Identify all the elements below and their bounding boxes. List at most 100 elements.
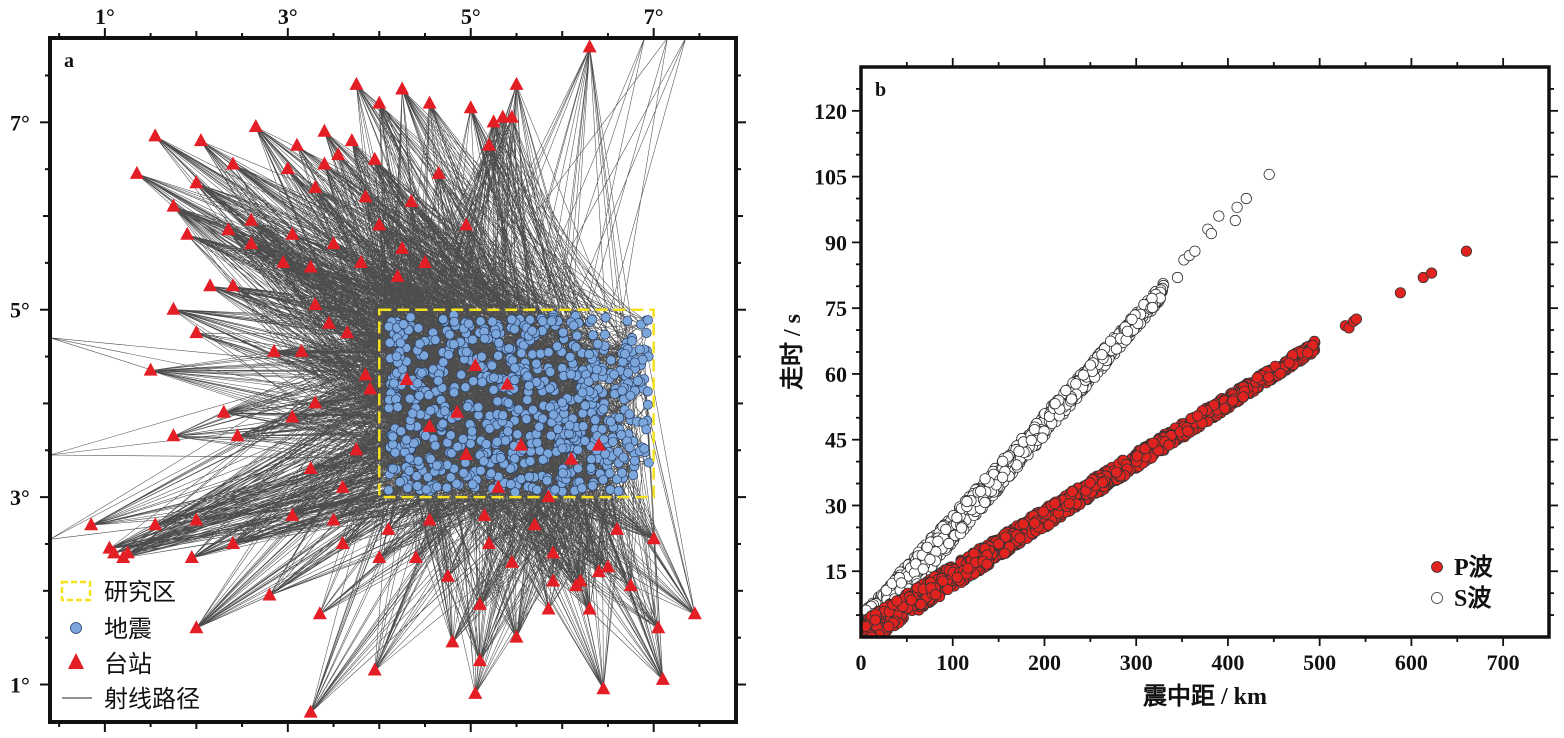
s-wave-point — [917, 563, 929, 575]
earthquake-point — [449, 387, 459, 398]
station-marker — [546, 545, 561, 559]
station-marker — [527, 517, 542, 531]
station-marker — [472, 596, 487, 610]
station-marker — [367, 151, 382, 165]
earthquake-point — [487, 360, 498, 371]
earthquake-point — [390, 447, 401, 458]
station-marker — [331, 147, 346, 161]
earthquake-point — [626, 336, 637, 346]
station-marker — [189, 175, 204, 189]
station-marker — [422, 95, 437, 109]
station-marker — [216, 404, 231, 418]
earthquake-point — [475, 465, 486, 476]
earthquake-point — [578, 421, 589, 432]
earthquake-point — [641, 328, 652, 338]
legend-study-area-swatch — [60, 580, 92, 602]
earthquake-point — [477, 377, 488, 388]
earthquake-point — [504, 343, 515, 354]
station-marker — [326, 236, 341, 250]
earthquake-point — [383, 485, 394, 496]
x-tick-label: 1° — [95, 4, 115, 29]
earthquake-point — [405, 312, 416, 323]
station-marker — [276, 254, 291, 268]
earthquake-point — [407, 408, 418, 419]
earthquake-point — [438, 357, 449, 368]
earthquake-point — [522, 371, 533, 382]
earthquake-point — [612, 474, 622, 485]
earthquake-point — [445, 472, 456, 483]
earthquake-point — [591, 364, 602, 375]
station-marker — [280, 161, 295, 175]
station-marker — [596, 681, 611, 695]
earthquake-point — [620, 348, 630, 359]
earthquake-point — [543, 347, 554, 358]
p-wave-point — [1182, 425, 1194, 437]
p-wave-point — [1131, 450, 1143, 462]
s-wave-point — [943, 537, 955, 550]
earthquake-point — [486, 468, 497, 479]
station-marker — [358, 189, 373, 203]
earthquake-point — [468, 376, 479, 387]
legend-p-wave-label: P波 — [1454, 554, 1494, 581]
s-wave-point — [1229, 214, 1241, 227]
earthquake-point — [597, 424, 608, 435]
station-marker — [445, 634, 460, 648]
p-wave-point — [1251, 372, 1263, 384]
earthquake-point — [570, 342, 581, 353]
earthquake-point — [392, 402, 403, 413]
earthquake-point — [527, 349, 538, 360]
station-marker — [166, 198, 181, 212]
earthquake-point — [534, 445, 545, 456]
earthquake-point — [509, 375, 520, 386]
earthquake-point — [532, 484, 542, 495]
p-wave-point — [999, 531, 1012, 543]
station-marker — [573, 573, 588, 587]
earthquake-point — [586, 454, 597, 465]
station-marker — [225, 535, 240, 549]
p-wave-point — [1237, 391, 1249, 403]
s-wave-point — [951, 511, 963, 524]
earthquake-point — [604, 468, 615, 479]
station-marker — [107, 545, 122, 559]
station-marker — [399, 372, 414, 385]
station-marker — [308, 297, 323, 311]
earthquake-point — [437, 418, 448, 429]
station-marker — [129, 165, 144, 179]
station-marker — [308, 395, 323, 409]
p-wave-point — [1426, 267, 1438, 279]
s-wave-point — [1105, 335, 1117, 347]
s-wave-point — [1036, 432, 1048, 444]
earthquake-point — [488, 384, 499, 395]
earthquake-point — [412, 378, 423, 389]
p-wave-point — [891, 595, 903, 607]
earthquake-point — [524, 380, 535, 391]
earthquake-point — [548, 409, 559, 420]
station-marker — [509, 629, 524, 643]
s-wave-point — [1231, 201, 1243, 213]
earthquake-point — [404, 393, 415, 404]
station-marker — [486, 114, 501, 128]
earthquake-point — [573, 463, 583, 474]
p-wave-point — [962, 562, 974, 574]
p-wave-point — [861, 620, 872, 633]
station-marker — [189, 325, 204, 339]
panel-b-ticks: 0 100 200 300 400 500 600 700 15 30 45 60 75 90 105 120 — [814, 58, 1558, 675]
earthquake-point — [636, 319, 647, 330]
earthquake-point — [493, 350, 504, 361]
earthquake-point — [535, 348, 546, 359]
earthquake-point — [544, 383, 555, 394]
earthquake-point — [411, 471, 422, 482]
earthquake-point — [537, 316, 548, 327]
earthquake-point — [502, 426, 513, 437]
earthquake-point — [600, 312, 611, 323]
x-tick-label: 300 — [1120, 650, 1153, 675]
p-wave-point — [1219, 402, 1231, 414]
s-wave-point — [1025, 434, 1037, 446]
station-marker — [514, 437, 529, 451]
x-tick-label: 3° — [278, 4, 298, 29]
earthquake-point — [513, 404, 524, 415]
station-marker — [687, 606, 702, 620]
earthquake-point — [587, 480, 598, 491]
earthquake-point — [577, 387, 588, 398]
earthquake-point — [537, 454, 548, 465]
